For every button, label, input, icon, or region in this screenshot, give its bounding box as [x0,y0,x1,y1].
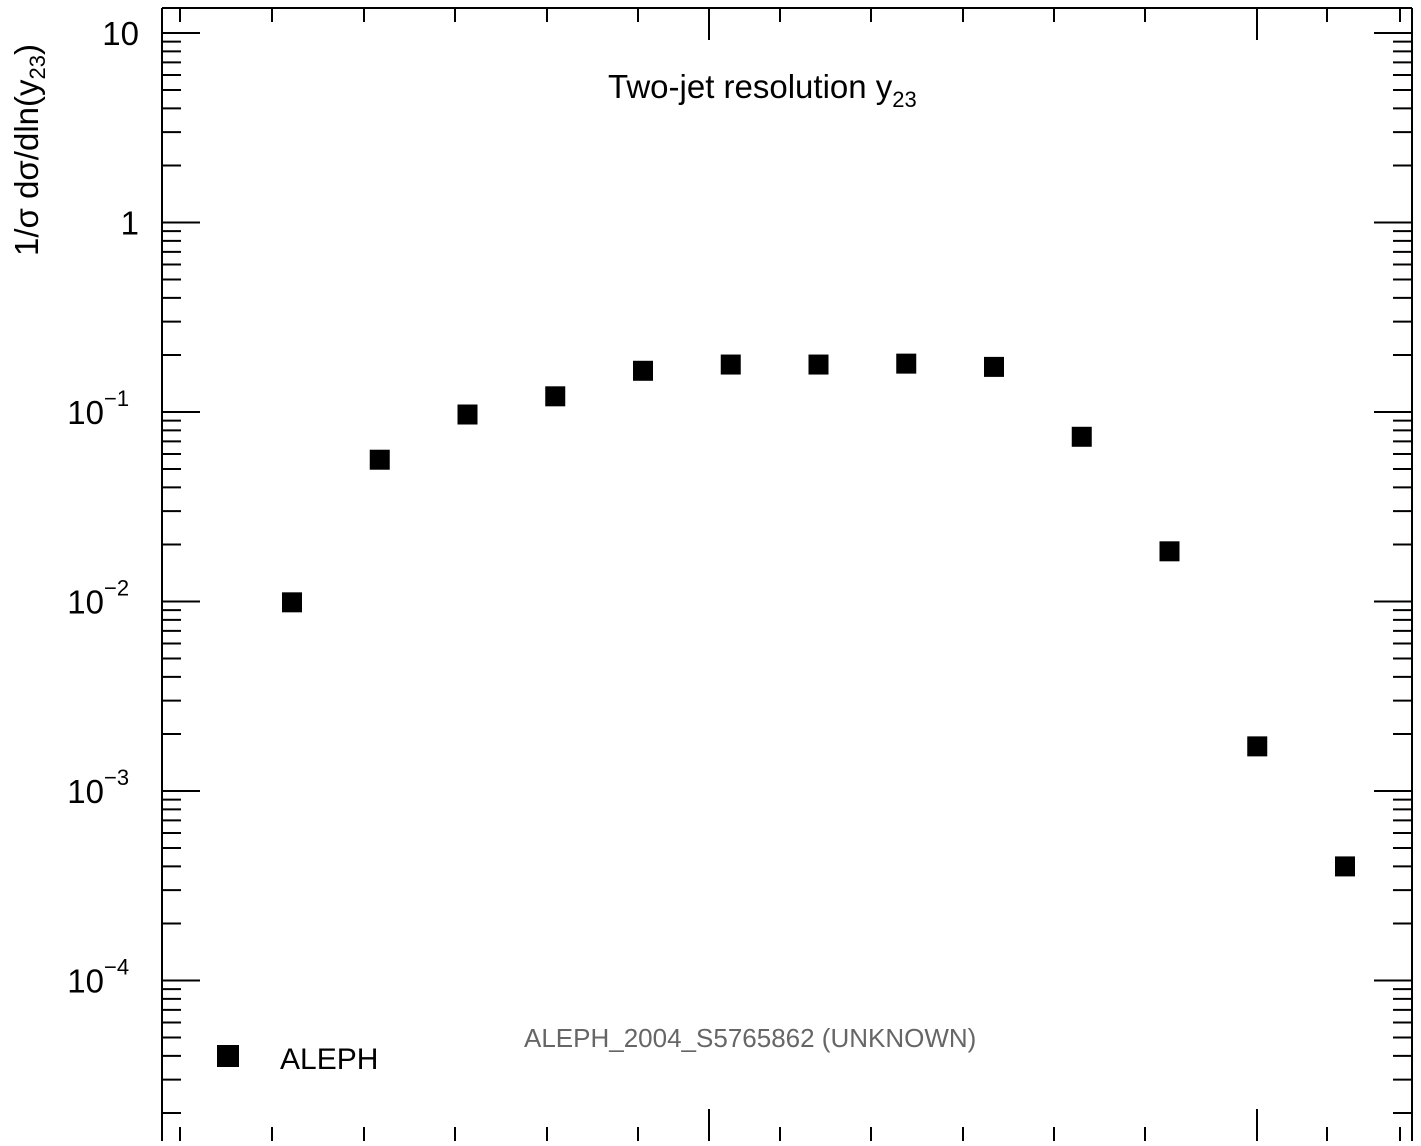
y-tick-base: 10 [67,394,104,431]
y-axis-label-closing: ) [8,44,45,55]
data-point [457,404,478,425]
y-tick-exponent: −4 [104,955,129,980]
data-point [633,360,653,381]
analysis-annotation: ALEPH_2004_S5765862 (UNKNOWN) [524,1023,976,1053]
legend: ALEPH [217,1043,378,1076]
data-point [282,592,302,613]
data-point [1071,426,1092,447]
y-tick-label: 1 [121,205,139,242]
chart-title: Two-jet resolution y23 [608,68,917,112]
y-axis-label: 1/σ dσ/dln(y23) [8,44,50,256]
y-tick-exponent: −2 [104,576,129,601]
data-point [808,354,829,375]
legend-marker [217,1045,239,1067]
y-tick-base: 1 [121,205,139,242]
data-points [282,353,1355,877]
data-point [720,354,741,375]
data-point [545,386,566,407]
y-tick-label: 10 −1 [67,386,129,431]
y-tick-base: 10 [67,584,104,621]
y-tick-exponent: −1 [104,386,129,411]
y-tick-label: 10 −2 [67,576,129,621]
y-tick-base: 10 [67,773,104,810]
plot-frame [161,7,1413,1141]
y-axis-label-subscript: 23 [25,55,50,79]
y-tick-base: 10 [102,15,139,52]
data-point [896,353,917,374]
y-tick-base: 10 [67,963,104,1000]
data-point [369,449,390,470]
legend-label: ALEPH [280,1043,378,1076]
chart-title-main: Two-jet resolution y [608,68,893,105]
axis-ticks [162,8,1412,1141]
chart-title-subscript: 23 [892,87,916,112]
data-point [1247,736,1268,757]
y-tick-exponent: −3 [104,765,129,790]
data-point [1159,541,1180,562]
y-tick-label: 10 [102,15,139,52]
data-point [1335,856,1355,877]
y-axis-label-main: 1/σ dσ/dln(y [8,79,45,256]
y-tick-label: 10 −3 [67,765,129,810]
y-tick-label: 10 −4 [67,955,129,1000]
data-point [984,356,1004,377]
